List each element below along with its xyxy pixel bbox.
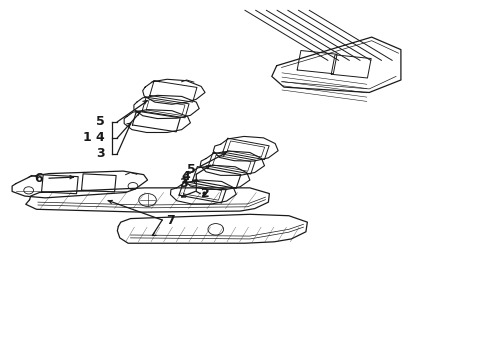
Text: 2: 2 [201,187,210,200]
Text: 4: 4 [182,170,191,183]
Text: 1: 1 [83,131,92,144]
Text: 7: 7 [166,214,175,227]
Text: 4: 4 [96,131,105,144]
Text: 3: 3 [96,147,104,160]
Text: 3: 3 [179,177,188,190]
Text: 5: 5 [96,115,105,128]
Text: 6: 6 [35,172,43,185]
Text: 5: 5 [187,163,196,176]
